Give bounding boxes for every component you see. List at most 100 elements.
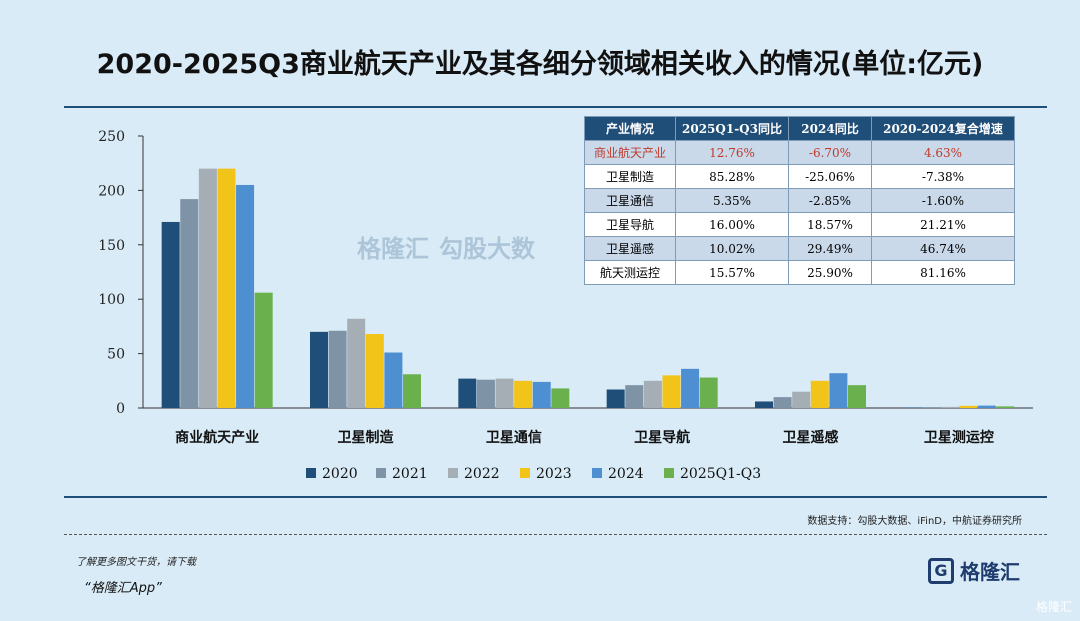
legend-label: 2023 [536,466,572,482]
table-cell: -7.38% [871,164,1015,189]
x-tick-label: 卫星遥感 [783,429,839,446]
table-cell: 25.90% [788,260,872,285]
table-cell: 16.00% [675,212,789,237]
table-row: 卫星通信 5.35% -2.85% -1.60% [584,188,1015,213]
growth-table: 产业情况 2025Q1-Q3同比 2024同比 2020-2024复合增速 商业… [584,116,1015,285]
y-tick-label: 50 [107,347,125,363]
logo-text: 格隆汇 [960,560,1020,584]
table-row: 卫星导航 16.00% 18.57% 21.21% [584,212,1015,237]
watermark-brand: 格隆汇 [357,235,429,263]
table-cell: -1.60% [871,188,1015,213]
legend-swatch [664,468,674,478]
bar [365,334,384,408]
legend-label: 2021 [392,466,428,482]
bar [681,368,700,408]
bar [236,184,255,408]
bar [384,352,403,408]
table-header-industry: 产业情况 [584,116,676,141]
bar [180,199,199,408]
bar [476,379,495,408]
bar [829,373,848,408]
legend-label: 2024 [608,466,644,482]
table-cell: 15.57% [675,260,789,285]
bar [198,168,217,408]
bar [458,378,477,408]
y-tick-label: 250 [98,129,125,145]
table-header-2024-yoy: 2024同比 [788,116,872,141]
table-cell: 85.28% [675,164,789,189]
table-cell: -6.70% [788,140,872,165]
x-tick-label: 卫星导航 [634,429,690,446]
bar [532,381,551,408]
table-header-cagr: 2020-2024复合增速 [871,116,1015,141]
x-tick-label: 商业航天产业 [175,429,259,446]
brand-logo: G 格隆汇 [928,556,1020,585]
bar [254,292,273,408]
x-tick-label: 卫星测运控 [924,429,994,446]
y-tick-label: 200 [98,183,125,199]
table-row: 卫星遥感 10.02% 29.49% 46.74% [584,236,1015,261]
legend-label: 2025Q1-Q3 [680,466,761,482]
bar [625,385,644,408]
table-cell: 航天测运控 [584,260,676,285]
bar [977,405,996,408]
bar [217,168,236,408]
table-cell: 4.63% [871,140,1015,165]
table-cell: 卫星通信 [584,188,676,213]
bar [848,385,866,408]
table-cell: 卫星制造 [584,164,676,189]
y-tick-label: 150 [98,238,125,254]
promo-line-2: “格隆汇App” [84,581,162,596]
bar [328,330,347,408]
dashed-divider [64,534,1047,535]
watermark: 格隆汇 勾股大数 [357,229,535,264]
x-tick-label: 卫星制造 [338,429,394,446]
x-tick-label: 卫星通信 [486,429,542,446]
table-cell: 10.02% [675,236,789,261]
bar [792,391,811,408]
table-cell: 46.74% [871,236,1015,261]
table-cell: 21.21% [871,212,1015,237]
table-cell: 5.35% [675,188,789,213]
table-cell: 29.49% [788,236,872,261]
bar [310,331,328,408]
table-cell: 卫星遥感 [584,236,676,261]
corner-tag: 格隆汇 [1035,600,1072,614]
bar [551,388,570,408]
watermark-brand2: 勾股大数 [439,235,535,263]
table-header-ytd-yoy: 2025Q1-Q3同比 [675,116,789,141]
legend-swatch [306,468,316,478]
bar [514,380,533,408]
legend-swatch [592,468,602,478]
table-cell: 卫星导航 [584,212,676,237]
bar [699,377,718,408]
legend-swatch [376,468,386,478]
bar [959,405,978,408]
bar [347,318,366,408]
bar [662,375,681,408]
bar [495,378,514,408]
legend-label: 2022 [464,466,500,482]
bar [810,380,829,408]
top-rule [64,106,1047,108]
bar [643,380,662,408]
table-row: 卫星制造 85.28% -25.06% -7.38% [584,164,1015,189]
table-cell: -25.06% [788,164,872,189]
legend-swatch [520,468,530,478]
legend-label: 2020 [322,466,358,482]
bar [606,389,625,408]
table-cell: 12.76% [675,140,789,165]
bar [403,374,421,408]
table-row: 航天测运控 15.57% 25.90% 81.16% [584,260,1015,285]
bar [940,406,959,408]
bar [921,407,940,408]
y-tick-label: 0 [116,401,125,417]
table-cell: 商业航天产业 [584,140,676,165]
bar [903,407,922,408]
promo-line-1: 了解更多图文干货，请下载 [76,557,196,568]
chart-title: 2020-2025Q3商业航天产业及其各细分领域相关收入的情况(单位:亿元) [96,49,984,80]
bottom-rule [64,496,1047,498]
table-cell: 18.57% [788,212,872,237]
legend-swatch [448,468,458,478]
